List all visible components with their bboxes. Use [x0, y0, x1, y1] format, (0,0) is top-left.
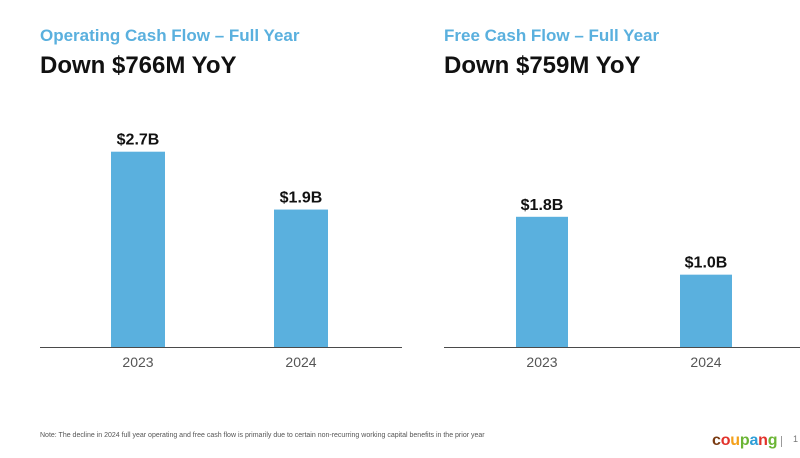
footnote: Note: The decline in 2024 full year oper… [40, 432, 485, 439]
logo-letter: u [730, 432, 740, 449]
bar-2024 [680, 274, 732, 347]
bar-2023 [111, 151, 165, 347]
data-label: $1.0B [685, 255, 728, 272]
logo-letter: g [767, 432, 778, 449]
coupang-logo: coupang [712, 432, 777, 450]
logo-letter: a [749, 432, 759, 449]
logo-letter: c [712, 432, 721, 449]
data-label: $1.9B [280, 190, 323, 207]
data-label: $2.7B [117, 132, 160, 149]
chart-title: Down $759M YoY [444, 52, 641, 79]
free-cash-flow-chart: $1.8B 2023 $1.0B 2024 [444, 197, 800, 370]
operating-cash-flow-chart: $2.7B 2023 $1.9B 2024 [40, 132, 402, 370]
bar-2023 [516, 216, 568, 347]
footer-divider [781, 436, 782, 447]
x-tick-label: 2024 [690, 354, 721, 370]
x-tick-label: 2023 [526, 354, 557, 370]
chart-subtitle: Free Cash Flow – Full Year [444, 26, 660, 45]
logo-letter: o [720, 432, 731, 449]
bar-2024 [274, 209, 328, 347]
data-label: $1.8B [521, 197, 564, 214]
x-tick-label: 2024 [285, 354, 316, 370]
logo-letter: n [758, 432, 768, 449]
logo-letter: p [739, 432, 750, 449]
page-number: 1 [793, 434, 799, 444]
x-tick-label: 2023 [122, 354, 153, 370]
chart-title: Down $766M YoY [40, 52, 237, 79]
chart-subtitle: Operating Cash Flow – Full Year [40, 26, 300, 45]
